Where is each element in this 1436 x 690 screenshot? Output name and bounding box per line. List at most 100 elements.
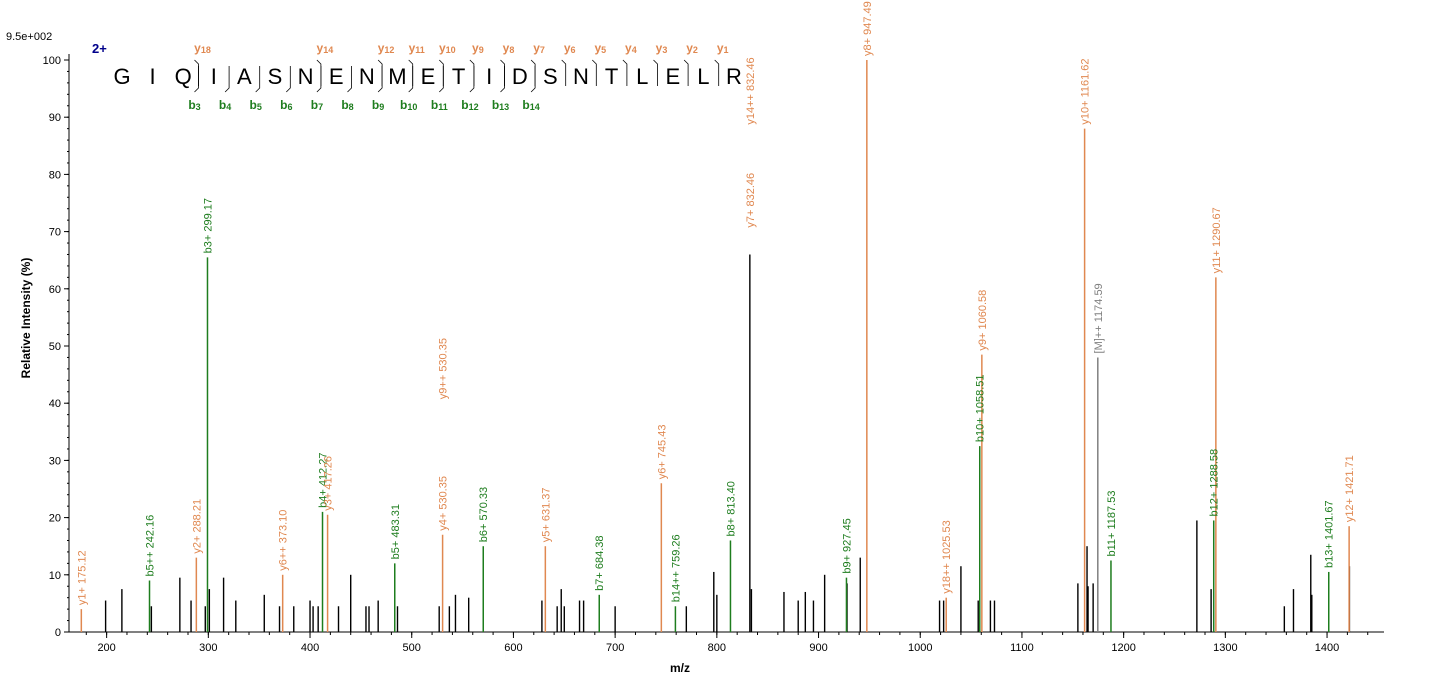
peak-label: y5+ 631.37 (540, 487, 552, 542)
b-ion-label: b3 (188, 98, 200, 112)
y-axis-label: Relative Intensity (%) (19, 258, 33, 379)
peak-label: b8+ 813.40 (725, 481, 737, 536)
peak-label: y7+ 832.46 (745, 173, 757, 228)
sequence-residue: M (388, 64, 406, 89)
peaks (80, 60, 1351, 632)
sequence-residue: N (359, 64, 375, 89)
b-ion-label: b7 (311, 98, 323, 112)
x-tick-label: 500 (403, 642, 421, 654)
y-ion-label: y5 (594, 41, 606, 55)
x-tick-label: 600 (504, 642, 522, 654)
peak-label: y8+ 947.49 (862, 1, 874, 56)
peak-label: b9+ 927.45 (841, 518, 853, 573)
y-fragment-marker (592, 59, 597, 86)
peak-label: b5++ 242.16 (145, 515, 157, 577)
y-fragment-marker (469, 59, 475, 86)
y-fragment-marker (408, 59, 414, 86)
peak-label: b11+ 1187.53 (1106, 491, 1118, 557)
peak-label: y3+ 417.26 (323, 456, 335, 511)
y-ion-label: y18 (194, 41, 211, 55)
peak-label: y14++ 832.46 (745, 57, 757, 124)
y-ion-label: y1 (717, 41, 729, 55)
y-ion-label: y4 (625, 41, 637, 55)
sequence-residue: E (421, 64, 436, 89)
peak-label: y9++ 530.35 (438, 338, 450, 399)
x-tick-label: 700 (606, 642, 624, 654)
peak-label: b13+ 1401.67 (1324, 500, 1336, 568)
y-fragment-marker (316, 59, 322, 86)
x-tick-label: 1200 (1111, 642, 1135, 654)
sequence-residue: L (697, 64, 709, 89)
b-ion-label: b11 (431, 98, 448, 112)
x-tick-label: 1000 (908, 642, 932, 654)
sequence-residue: G (113, 64, 130, 89)
y-tick-label: 50 (49, 341, 61, 353)
peak-label: y10+ 1161.62 (1080, 58, 1092, 124)
y-ion-label: y11 (409, 41, 425, 55)
peak-label: y6+ 745.43 (656, 425, 668, 480)
y-tick-label: 30 (49, 455, 61, 467)
y-ion-label: y14 (317, 41, 334, 55)
sequence-residue: I (211, 64, 217, 89)
b-fragment-marker (286, 66, 291, 93)
sequence-residue: E (665, 64, 680, 89)
b-ion-label: b13 (492, 98, 509, 112)
x-tick-label: 400 (301, 642, 319, 654)
sequence-residue: E (329, 64, 344, 89)
y-tick-label: 90 (49, 112, 61, 124)
b-fragment-marker (224, 66, 230, 93)
y-ion-label: y10 (439, 41, 456, 55)
b-fragment-marker (469, 66, 475, 93)
b-fragment-marker (377, 66, 383, 93)
x-tick-label: 1400 (1315, 642, 1339, 654)
y-fragment-marker (194, 59, 199, 86)
x-tick-label: 800 (708, 642, 726, 654)
sequence-residue: T (452, 64, 465, 89)
y-tick-label: 70 (49, 227, 61, 239)
peak-label: b5+ 483.31 (390, 504, 402, 559)
y-fragment-marker (653, 59, 658, 86)
b-ion-label: b9 (372, 98, 384, 112)
sequence-residue: L (636, 64, 648, 89)
y-ion-label: y7 (533, 41, 545, 55)
y-ion-label: y3 (656, 41, 668, 55)
charge-state-label: 2+ (92, 41, 107, 56)
b-fragment-marker (255, 66, 261, 93)
y-tick-label: 10 (49, 570, 61, 582)
peak-label: b12+ 1288.58 (1209, 449, 1221, 517)
y-fragment-marker (714, 59, 720, 86)
peak-label: b14++ 759.26 (670, 534, 682, 602)
y-fragment-marker (500, 59, 505, 86)
b-ion-label: b14 (522, 98, 539, 112)
x-tick-label: 1100 (1010, 642, 1034, 654)
b-fragment-marker (530, 66, 536, 93)
b-fragment-marker (408, 66, 414, 93)
sequence-residue: S (543, 64, 558, 89)
peak-label: y4+ 530.35 (438, 476, 450, 531)
sequence-residue: Q (175, 64, 192, 89)
y-tick-label: 40 (49, 398, 61, 410)
sequence-residue: S (268, 64, 283, 89)
y-fragment-marker (683, 59, 689, 86)
y-tick-label: 0 (55, 627, 61, 639)
peak-label: b3+ 299.17 (202, 198, 214, 253)
peak-labels: y1+ 175.12 b5++ 242.16 y2+ 288.21 b3+ 299.1… (76, 1, 1356, 605)
y-ion-label: y2 (686, 41, 698, 55)
b-ion-label: b10 (400, 98, 417, 112)
y-tick-label: 80 (49, 169, 61, 181)
peak-label: y11+ 1290.67 (1211, 207, 1223, 273)
y-ion-label: y6 (564, 41, 576, 55)
peak-label: y2+ 288.21 (191, 499, 203, 554)
b-fragment-marker (439, 66, 444, 93)
peak-label: y6++ 373.10 (278, 510, 290, 571)
y-fragment-marker (622, 59, 628, 86)
y-fragment-marker (439, 59, 444, 86)
peak-label: y12+ 1421.71 (1344, 455, 1356, 522)
peak-label: y1+ 175.12 (76, 550, 88, 605)
sequence-residue: I (150, 64, 156, 89)
y-ion-label: y9 (472, 41, 484, 55)
x-tick-label: 900 (809, 642, 827, 654)
b-ion-label: b6 (280, 98, 292, 112)
